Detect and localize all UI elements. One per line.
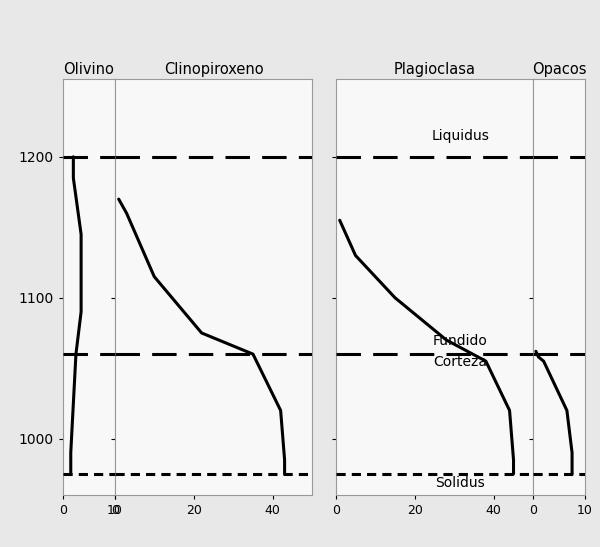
Text: Clinopiroxeno: Clinopiroxeno <box>164 62 263 77</box>
Text: Corteza: Corteza <box>433 355 487 369</box>
Text: Solidus: Solidus <box>436 475 485 490</box>
Text: Olivino: Olivino <box>64 62 115 77</box>
Text: Fundido: Fundido <box>433 334 488 347</box>
Text: Opacos: Opacos <box>532 62 586 77</box>
Text: Liquidus: Liquidus <box>431 129 490 143</box>
Text: Plagioclasa: Plagioclasa <box>394 62 476 77</box>
